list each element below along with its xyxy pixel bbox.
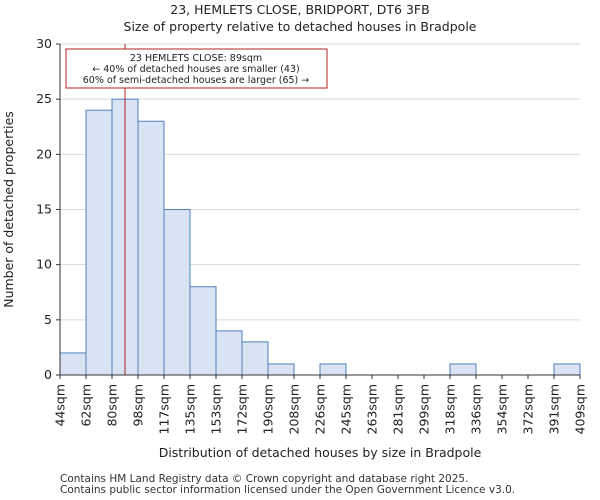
y-tick-label: 0 xyxy=(44,367,52,382)
bar xyxy=(553,363,581,376)
bars xyxy=(59,98,581,376)
y-tick-label: 15 xyxy=(36,202,52,217)
x-tick-label: 135sqm xyxy=(183,384,198,434)
x-tick-label: 281sqm xyxy=(391,384,406,434)
chart-title: 23, HEMLETS CLOSE, BRIDPORT, DT6 3FB xyxy=(170,2,430,17)
y-tick-label: 5 xyxy=(44,312,52,327)
x-tick-label: 299sqm xyxy=(417,384,432,434)
annotation-border xyxy=(65,48,328,89)
y-tick-label: 25 xyxy=(36,91,52,106)
x-axis-label: Distribution of detached houses by size … xyxy=(159,445,482,460)
y-tick-label: 30 xyxy=(36,36,52,51)
x-tick-label: 263sqm xyxy=(365,384,380,434)
x-tick-label: 153sqm xyxy=(209,384,224,434)
x-tick-label: 245sqm xyxy=(339,384,354,434)
y-ticks: 0 5 10 15 20 25 30 xyxy=(36,36,60,382)
bar xyxy=(137,120,165,376)
x-tick-label: 117sqm xyxy=(157,384,172,434)
x-tick-label: 208sqm xyxy=(287,384,302,434)
bar xyxy=(163,209,191,376)
x-tick-label: 98sqm xyxy=(131,384,146,427)
bar xyxy=(85,109,113,376)
annotation-line-1: 23 HEMLETS CLOSE: 89sqm xyxy=(130,53,262,64)
y-tick-label: 20 xyxy=(36,146,52,161)
footer-line-1: Contains HM Land Registry data © Crown c… xyxy=(60,473,469,485)
bar xyxy=(449,363,477,376)
annotation-line-3: 60% of semi-detached houses are larger (… xyxy=(83,75,310,86)
bar xyxy=(189,286,217,376)
x-tick-label: 409sqm xyxy=(573,384,588,434)
bar xyxy=(241,341,269,376)
annotation-line-2: ← 40% of detached houses are smaller (43… xyxy=(92,64,299,75)
x-tick-label: 318sqm xyxy=(443,384,458,434)
x-tick-label: 190sqm xyxy=(261,384,276,434)
x-tick-label: 336sqm xyxy=(469,384,484,434)
x-tick-label: 372sqm xyxy=(521,384,536,434)
bar xyxy=(59,352,87,376)
x-tick-label: 391sqm xyxy=(547,384,562,434)
x-tick-label: 172sqm xyxy=(235,384,250,434)
annotation-box: 23 HEMLETS CLOSE: 89sqm ← 40% of detache… xyxy=(65,48,328,89)
x-tick-label: 80sqm xyxy=(105,384,120,427)
bar xyxy=(215,330,243,376)
x-tick-label: 62sqm xyxy=(79,384,94,427)
chart-subtitle: Size of property relative to detached ho… xyxy=(123,19,477,34)
x-ticks: 44sqm 62sqm 80sqm 98sqm 117sqm 135sqm 153sqm 17… xyxy=(53,375,588,434)
x-tick-label: 44sqm xyxy=(53,384,68,427)
y-axis-label: Number of detached properties xyxy=(1,111,16,308)
bar xyxy=(319,363,347,376)
x-tick-label: 226sqm xyxy=(313,384,328,434)
bar xyxy=(267,363,295,376)
x-tick-label: 354sqm xyxy=(495,384,510,434)
y-tick-label: 10 xyxy=(36,257,52,272)
footer-line-2: Contains public sector information licen… xyxy=(60,484,516,496)
